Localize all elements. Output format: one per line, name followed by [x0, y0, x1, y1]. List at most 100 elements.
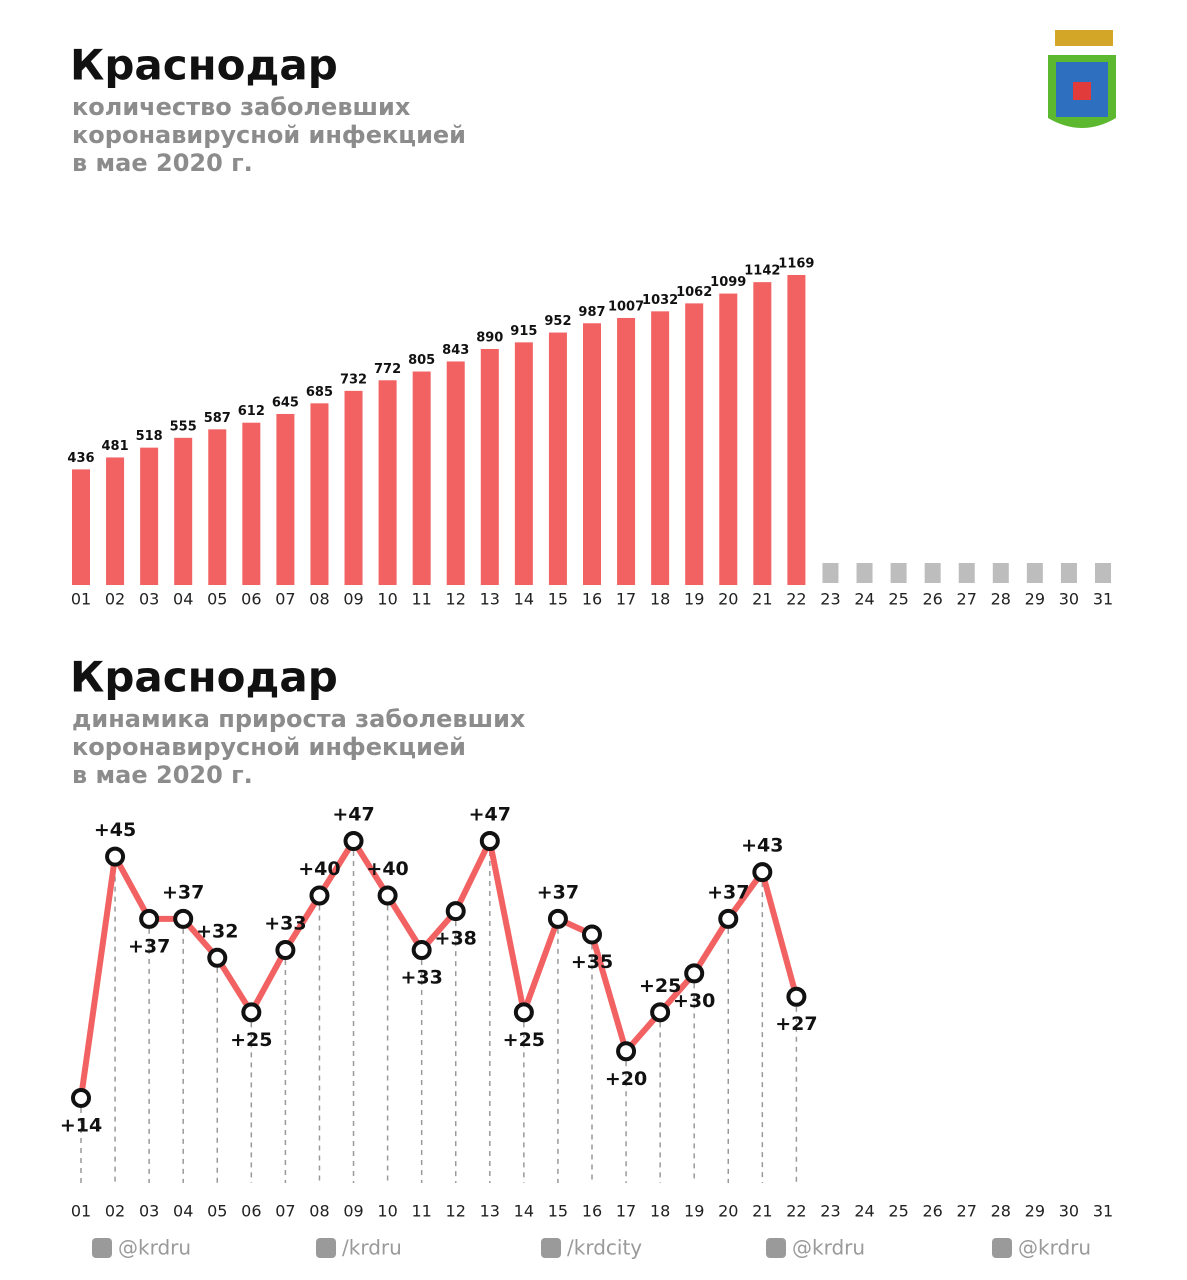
data-label: 890 [476, 330, 503, 345]
x-tick-label: 30 [1059, 1202, 1079, 1221]
point [479, 831, 500, 851]
x-tick-label: 12 [446, 590, 466, 609]
point [105, 846, 126, 867]
x-tick-label: 09 [343, 590, 363, 609]
placeholder [992, 563, 1009, 583]
x-tick-label: 20 [718, 590, 738, 609]
x-tick-label: 19 [684, 1202, 704, 1221]
data-label: +38 [435, 928, 477, 950]
point [207, 947, 228, 968]
chart-subtitle: коронавирусной инфекцией [72, 733, 466, 761]
point [582, 924, 602, 945]
data-label: 1099 [710, 275, 746, 290]
x-tick-label: 10 [377, 590, 397, 609]
chart-subtitle: динамика прироста заболевших [72, 705, 526, 733]
data-label: +43 [741, 835, 783, 857]
social-icon [316, 1238, 336, 1258]
x-tick-label: 26 [922, 590, 942, 609]
point [71, 1087, 91, 1108]
x-tick-label: 08 [309, 590, 329, 609]
data-label: 772 [374, 362, 401, 377]
x-tick-label: 01 [71, 590, 91, 609]
x-tick-label: 06 [241, 1202, 261, 1221]
x-tick-label: 07 [275, 590, 295, 609]
x-tick-label: 11 [411, 590, 431, 609]
point [411, 940, 432, 961]
point [139, 908, 160, 929]
x-tick-label: 20 [718, 1202, 738, 1221]
x-tick-label: 03 [139, 1202, 159, 1221]
data-label: 915 [510, 324, 537, 339]
x-tick-label: 18 [650, 1202, 670, 1221]
x-tick-label: 12 [446, 1202, 466, 1221]
x-tick-label: 03 [139, 590, 159, 609]
data-label: +30 [673, 990, 715, 1012]
chart-subtitle: в мае 2020 г. [72, 149, 253, 177]
logo [1048, 30, 1116, 128]
bar [480, 348, 499, 585]
x-tick-label: 04 [173, 590, 193, 609]
bar [446, 361, 465, 585]
x-tick-label: 08 [309, 1202, 329, 1221]
bar [787, 275, 806, 585]
social-icon [541, 1238, 561, 1258]
x-tick-label: 09 [343, 1202, 363, 1221]
chart-title: Краснодар [70, 41, 338, 90]
point [616, 1041, 637, 1062]
x-tick-label: 15 [548, 590, 568, 609]
bar [72, 469, 90, 585]
data-label: 645 [272, 395, 299, 410]
x-tick-label: 31 [1093, 590, 1113, 609]
bar [106, 457, 125, 585]
x-tick-label: 17 [616, 1202, 636, 1221]
data-label: +25 [639, 975, 681, 997]
data-label: 987 [578, 305, 605, 320]
data-label: +20 [605, 1068, 647, 1090]
data-label: 685 [306, 385, 333, 400]
data-label: 805 [408, 353, 435, 368]
social-handle: /krdru [342, 1236, 402, 1260]
placeholder [890, 563, 907, 583]
point [786, 986, 807, 1007]
bar [378, 380, 397, 585]
x-tick-label: 21 [752, 590, 772, 609]
social-handle: @krdru [792, 1236, 865, 1260]
point [241, 1002, 262, 1023]
data-label: +33 [400, 967, 442, 989]
x-tick-label: 23 [820, 1202, 840, 1221]
data-label: +47 [332, 804, 374, 826]
data-label: 518 [136, 429, 163, 444]
x-tick-label: 04 [173, 1202, 193, 1221]
social-icon [766, 1238, 786, 1258]
x-tick-label: 05 [207, 590, 227, 609]
x-tick-label: 25 [888, 590, 908, 609]
data-label: 436 [67, 451, 94, 466]
placeholder [1026, 563, 1043, 583]
data-label: 612 [238, 404, 265, 419]
x-tick-label: 29 [1025, 590, 1045, 609]
data-label: 952 [544, 314, 571, 329]
x-tick-label: 13 [480, 590, 500, 609]
data-label: +40 [366, 858, 408, 880]
data-label: +33 [264, 913, 306, 935]
x-tick-label: 25 [888, 1202, 908, 1221]
social-icon [992, 1238, 1012, 1258]
data-label: 587 [204, 411, 231, 426]
data-label: +37 [537, 881, 579, 903]
data-label: +47 [469, 804, 511, 826]
bar [617, 317, 636, 585]
data-label: +35 [571, 951, 613, 973]
x-tick-label: 17 [616, 590, 636, 609]
chart-subtitle: количество заболевших [72, 93, 411, 121]
line [78, 838, 800, 1099]
x-tick-label: 23 [820, 590, 840, 609]
bar [140, 447, 159, 585]
point [445, 901, 466, 922]
bar [242, 422, 261, 585]
chart-subtitle: коронавирусной инфекцией [72, 121, 466, 149]
data-label: +14 [60, 1114, 102, 1136]
data-label: +37 [707, 881, 749, 903]
x-tick-label: 11 [411, 1202, 431, 1221]
x-tick-label: 13 [480, 1202, 500, 1221]
